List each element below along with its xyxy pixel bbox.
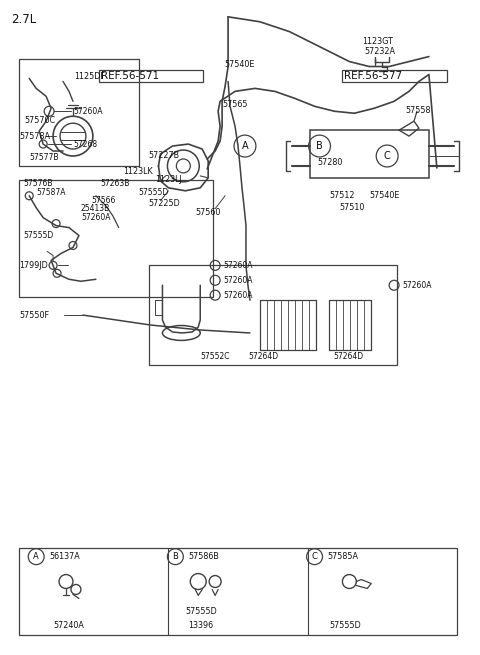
Text: 57576B: 57576B xyxy=(23,179,53,189)
Text: 57565: 57565 xyxy=(222,100,248,109)
Text: 57280: 57280 xyxy=(318,159,343,168)
Bar xyxy=(99,69,203,83)
Text: 57260A: 57260A xyxy=(223,276,252,285)
Bar xyxy=(19,180,213,297)
Text: REF.56-571: REF.56-571 xyxy=(101,71,159,81)
Text: 57225D: 57225D xyxy=(148,199,180,208)
Text: 57260A: 57260A xyxy=(73,107,102,116)
Text: B: B xyxy=(316,141,323,151)
Text: 57512: 57512 xyxy=(329,191,355,200)
Text: 57240A: 57240A xyxy=(53,621,84,629)
Text: 57552C: 57552C xyxy=(200,352,230,362)
Bar xyxy=(310,130,429,178)
Text: 57577B: 57577B xyxy=(29,153,59,162)
Text: 57555D: 57555D xyxy=(139,188,169,197)
Text: 57264D: 57264D xyxy=(334,352,363,362)
Text: A: A xyxy=(33,552,39,561)
Text: A: A xyxy=(241,141,248,151)
Text: 57260A: 57260A xyxy=(81,213,110,222)
Text: 57510: 57510 xyxy=(339,203,365,212)
Text: 1799JD: 1799JD xyxy=(19,261,48,270)
Text: 57260A: 57260A xyxy=(223,261,252,270)
Text: 1125DF: 1125DF xyxy=(74,72,105,81)
Text: C: C xyxy=(312,552,317,561)
Text: 57540E: 57540E xyxy=(369,191,400,200)
Text: REF.56-577: REF.56-577 xyxy=(344,71,403,81)
Text: 57260A: 57260A xyxy=(223,291,252,300)
Text: 57578A: 57578A xyxy=(19,132,50,141)
Text: 57227B: 57227B xyxy=(148,151,180,160)
Text: 57260A: 57260A xyxy=(402,281,432,290)
Text: 57264D: 57264D xyxy=(248,352,278,362)
Text: 57268: 57268 xyxy=(73,140,97,149)
Text: 57550F: 57550F xyxy=(19,310,49,320)
Text: 57566: 57566 xyxy=(91,196,115,205)
Text: 57558: 57558 xyxy=(405,105,431,115)
Text: 57560: 57560 xyxy=(195,208,221,217)
Text: 2.7L: 2.7L xyxy=(12,13,36,26)
Bar xyxy=(148,265,397,365)
Text: 57540E: 57540E xyxy=(224,60,254,69)
Text: 57555D: 57555D xyxy=(23,231,53,240)
Bar xyxy=(19,58,139,166)
Text: 57263B: 57263B xyxy=(101,179,130,189)
Text: 57570C: 57570C xyxy=(24,116,55,124)
Bar xyxy=(19,548,457,635)
Text: 56137A: 56137A xyxy=(49,552,80,561)
Text: 57555D: 57555D xyxy=(329,621,361,629)
Text: 1123LJ: 1123LJ xyxy=(156,176,182,184)
Text: 57232A: 57232A xyxy=(364,47,395,56)
Text: B: B xyxy=(172,552,178,561)
Text: 57585A: 57585A xyxy=(327,552,359,561)
Text: 13396: 13396 xyxy=(188,621,214,629)
Text: 57586B: 57586B xyxy=(188,552,219,561)
Text: C: C xyxy=(384,151,391,161)
Bar xyxy=(342,69,447,83)
Text: 57555D: 57555D xyxy=(185,607,217,616)
Text: 25413B: 25413B xyxy=(81,204,110,213)
Text: 1123LK: 1123LK xyxy=(123,168,152,176)
Text: 57587A: 57587A xyxy=(36,188,66,197)
Text: 1123GT: 1123GT xyxy=(362,37,393,46)
